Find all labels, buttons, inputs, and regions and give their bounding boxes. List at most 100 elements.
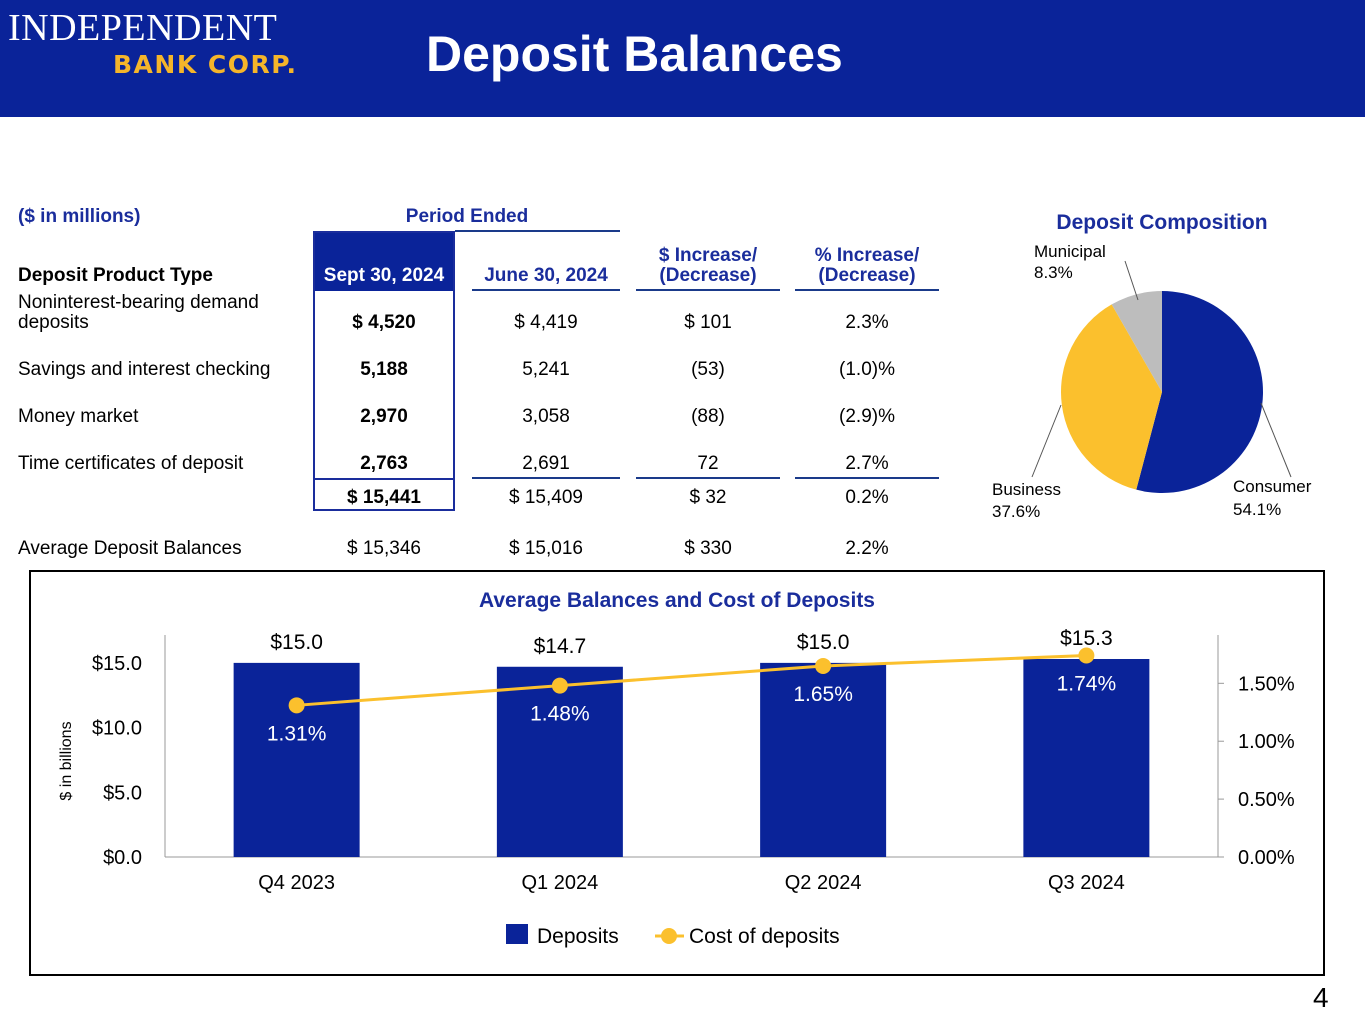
cost-point (288, 697, 305, 714)
cell-dollar: 72 (697, 453, 719, 474)
header-banner: INDEPENDENT BANK CORP. Deposit Balances (0, 0, 1365, 117)
average-dollar: $ 330 (684, 538, 732, 559)
y-tick-label: $5.0 (103, 782, 142, 804)
cell-pct: (2.9)% (839, 406, 895, 427)
cell-dollar: $ 101 (684, 312, 732, 333)
pie-value-municipal: 8.3% (1034, 263, 1073, 282)
total-june: $ 15,409 (509, 487, 583, 508)
row-label: Time certificates of deposit (18, 453, 244, 474)
page-title: Deposit Balances (426, 26, 843, 82)
cell-dollar: (53) (691, 359, 725, 380)
logo-bank-corp: BANK CORP. (113, 50, 298, 79)
bar-value-label: $15.0 (270, 631, 323, 654)
cell-sept: 2,970 (360, 406, 408, 427)
pie-title: Deposit Composition (1056, 211, 1267, 234)
total-sept: $ 15,441 (347, 487, 421, 508)
pie-slice-business (1061, 304, 1162, 490)
june-underline (472, 289, 620, 291)
y-axis-label: $ in billions (58, 721, 75, 800)
x-tick-label: Q1 2024 (522, 872, 599, 894)
cost-of-deposits-line (296, 654, 1087, 707)
row-label: Money market (18, 406, 139, 427)
pie-label-consumer: Consumer (1233, 477, 1312, 496)
sept-column-box (313, 231, 455, 511)
cell-dollar: (88) (691, 406, 725, 427)
row-label: Savings and interest checking (18, 359, 271, 380)
average-balances-chart-frame (29, 570, 1325, 976)
cell-sept: 5,188 (360, 359, 408, 380)
legend: Deposits Cost of deposits (506, 924, 840, 948)
consumer-leader-line (1260, 402, 1292, 478)
legend-cost-label: Cost of deposits (689, 925, 840, 948)
pie-label-business: Business (992, 480, 1061, 499)
pct-sum-line (795, 477, 939, 479)
deposit-composition-pie-chart: Deposit Composition Municipal 8.3% Busin… (992, 211, 1312, 521)
business-leader-line (1031, 404, 1062, 478)
total-pct: 0.2% (845, 487, 889, 508)
cost-value-label: 1.31% (267, 722, 327, 745)
sept-column-header-bg (313, 231, 455, 291)
period-ended-underline (455, 230, 620, 232)
cost-value-label: 1.65% (793, 683, 853, 706)
x-tick-label: Q3 2024 (1048, 872, 1125, 894)
col-header-type: Deposit Product Type (18, 265, 213, 286)
cell-pct: 2.3% (845, 312, 889, 333)
col-header-pct-l1: % Increase/ (814, 245, 920, 266)
municipal-leader-line (1124, 260, 1139, 301)
col-header-dollar-l2: (Decrease) (659, 265, 757, 286)
y-tick-label: $10.0 (92, 718, 142, 740)
cost-point (815, 657, 832, 674)
bar-chart-title: Average Balances and Cost of Deposits (479, 589, 875, 612)
total-dollar: $ 32 (689, 487, 727, 508)
cost-value-label: 1.48% (530, 703, 590, 726)
bar-value-label: $15.3 (1060, 627, 1113, 650)
average-balances-chart: Average Balances and Cost of Deposits $ … (58, 589, 1295, 948)
cost-value-label: 1.74% (1057, 673, 1117, 696)
units-label: ($ in millions) (18, 206, 141, 227)
bar-value-label: $15.0 (797, 631, 850, 654)
logo-independent: INDEPENDENT (8, 7, 278, 49)
bar-deposits (1023, 659, 1150, 857)
cell-june: 3,058 (522, 406, 570, 427)
row-label-cont: deposits (18, 312, 89, 333)
dollar-underline (636, 289, 780, 291)
sept-column-sum-line (313, 478, 455, 480)
page-number: 4 (1313, 982, 1329, 1013)
pie-value-business: 37.6% (992, 502, 1040, 521)
period-ended-label: Period Ended (405, 206, 529, 227)
legend-deposits-label: Deposits (537, 925, 619, 948)
pie-slice-municipal (1111, 291, 1162, 392)
col-header-june: June 30, 2024 (484, 265, 608, 286)
june-sum-line (472, 477, 620, 479)
pct-underline (795, 289, 939, 291)
average-label: Average Deposit Balances (18, 538, 242, 559)
average-june: $ 15,016 (509, 538, 583, 559)
average-sept: $ 15,346 (347, 538, 421, 559)
cell-june: 5,241 (522, 359, 570, 380)
cell-june: 2,691 (522, 453, 570, 474)
cost-point (1078, 647, 1095, 664)
cell-sept: $ 4,520 (352, 312, 416, 333)
col-header-pct-l2: (Decrease) (818, 265, 916, 286)
bar-deposits (233, 662, 360, 857)
cell-june: $ 4,419 (514, 312, 578, 333)
bar-value-label: $14.7 (534, 635, 587, 658)
row-label: Noninterest-bearing demand (18, 292, 259, 313)
y2-tick-label: 0.00% (1238, 847, 1295, 869)
y2-tick-label: 1.50% (1238, 673, 1295, 695)
legend-cost-marker (661, 928, 677, 944)
y-tick-label: $15.0 (92, 653, 142, 675)
pie-value-consumer: 54.1% (1233, 500, 1281, 519)
bar-deposits (760, 662, 887, 857)
col-header-sept: Sept 30, 2024 (323, 265, 445, 286)
pie-slice-consumer (1136, 291, 1263, 493)
y-tick-label: $0.0 (103, 847, 142, 869)
dollar-sum-line (636, 477, 780, 479)
x-tick-label: Q4 2023 (258, 872, 335, 894)
average-pct: 2.2% (845, 538, 889, 559)
pie-label-municipal: Municipal (1034, 242, 1106, 261)
cell-pct: 2.7% (845, 453, 889, 474)
legend-deposits-swatch (506, 924, 528, 944)
bar-deposits (496, 666, 623, 857)
y2-tick-label: 0.50% (1238, 789, 1295, 811)
